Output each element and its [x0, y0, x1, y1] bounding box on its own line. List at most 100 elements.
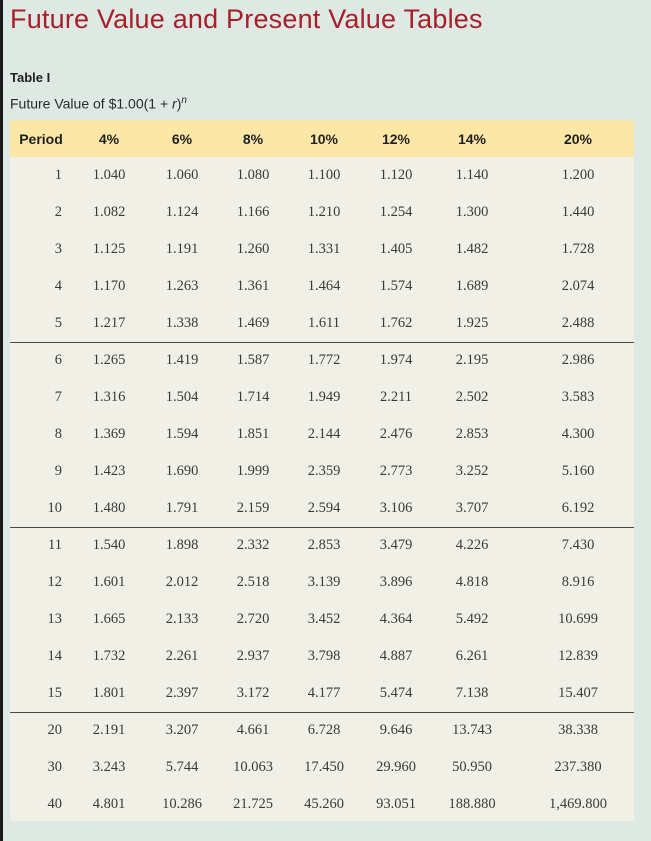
value-cell: 7.138 — [455, 684, 489, 701]
value-cell: 15.407 — [558, 684, 598, 701]
caption-prefix: Future Value of $1.00(1 + — [10, 95, 173, 112]
value-cell: 2.476 — [379, 426, 413, 442]
value-cell: 2.518 — [236, 574, 270, 590]
value-cell: 1.791 — [165, 499, 199, 516]
value-cell: 1.540 — [72, 526, 146, 564]
value-cell: 50.950 — [452, 759, 492, 775]
period-cell: 4 — [54, 278, 62, 294]
value-cell: 3.707 — [455, 499, 489, 516]
period-cell: 6 — [10, 341, 72, 379]
value-cell: 17.450 — [304, 759, 344, 775]
value-cell: 1.689 — [455, 278, 489, 294]
value-cell: 2.359 — [307, 463, 341, 479]
value-cell: 5.744 — [165, 759, 199, 775]
period-cell: 5 — [54, 314, 62, 331]
value-cell: 1.423 — [92, 463, 126, 479]
value-cell: 1.100 — [307, 167, 341, 183]
value-cell: 1.732 — [92, 648, 126, 664]
header-rate-20: 20% — [563, 130, 593, 147]
table-body: 1 1.040 1.060 1.080 1.100 1.120 1.140 1.200 2 1.0… — [10, 157, 634, 823]
value-cell: 8.916 — [561, 574, 595, 590]
value-cell: 2.594 — [307, 499, 341, 516]
table-row: 7 1.316 1.504 1.714 1.949 2.211 2.502 3.583 — [10, 379, 634, 416]
value-cell: 4.177 — [307, 684, 341, 701]
value-cell: 1.210 — [307, 204, 341, 220]
value-cell: 6.728 — [288, 711, 360, 749]
value-cell: 237.380 — [554, 759, 602, 775]
table-row: 13 1.665 2.133 2.720 3.452 4.364 5.492 10.699 — [10, 601, 634, 638]
value-cell: 1.361 — [236, 278, 270, 294]
period-cell: 2 — [54, 204, 62, 220]
value-cell: 3.479 — [360, 526, 432, 564]
value-cell: 1.124 — [165, 204, 199, 220]
value-cell: 5.474 — [379, 684, 413, 701]
table-row: 5 1.217 1.338 1.469 1.611 1.762 1.925 2.488 — [10, 305, 634, 342]
value-cell: 5.492 — [455, 611, 489, 627]
value-cell: 9.646 — [360, 711, 432, 749]
value-cell: 2.261 — [165, 648, 199, 664]
value-cell: 1.265 — [72, 341, 146, 379]
value-cell: 4.801 — [92, 796, 126, 812]
value-cell: 1.080 — [236, 167, 270, 183]
table-row: 20 2.191 3.207 4.661 6.728 9.646 13.743 38.338 — [10, 711, 634, 749]
value-cell: 1.200 — [561, 167, 595, 183]
period-cell: 12 — [47, 574, 63, 590]
value-cell: 1.040 — [92, 167, 126, 183]
period-cell: 3 — [54, 241, 62, 257]
table-row: 6 1.265 1.419 1.587 1.772 1.974 2.195 2.986 — [10, 341, 634, 379]
left-border — [0, 0, 3, 841]
header-rate-6: 6% — [171, 130, 193, 147]
value-cell: 2.853 — [455, 426, 489, 442]
value-cell: 1.480 — [92, 499, 126, 516]
value-cell: 1.419 — [146, 341, 218, 379]
value-cell: 3.252 — [455, 463, 489, 479]
table-row: 3 1.125 1.191 1.260 1.331 1.405 1.482 1.728 — [10, 231, 634, 268]
period-cell: 9 — [54, 463, 62, 479]
table-header-row: Period 4% 6% 8% 10% 12% 14% 20% — [10, 120, 634, 157]
value-cell: 4.226 — [432, 526, 512, 564]
value-cell: 10.063 — [233, 759, 273, 775]
value-cell: 1.170 — [92, 278, 126, 294]
value-cell: 4.364 — [379, 611, 413, 627]
table-row: 9 1.423 1.690 1.999 2.359 2.773 3.252 5.160 — [10, 453, 634, 490]
value-cell: 1.469 — [236, 314, 270, 331]
value-cell: 1.587 — [218, 341, 288, 379]
value-cell: 21.725 — [233, 796, 273, 812]
period-cell: 1 — [54, 167, 62, 183]
table-row: 40 4.801 10.286 21.725 45.260 93.051 188.880 1,… — [10, 786, 634, 823]
period-cell: 13 — [47, 611, 63, 627]
value-cell: 1.898 — [146, 526, 218, 564]
header-rate-8: 8% — [242, 130, 264, 147]
future-value-table-panel: Period 4% 6% 8% 10% 12% 14% 20% 1 1.040 1.… — [10, 120, 634, 821]
period-cell: 40 — [47, 796, 63, 812]
value-cell: 1.060 — [165, 167, 199, 183]
future-value-table: Period 4% 6% 8% 10% 12% 14% 20% 1 1.040 1.… — [10, 120, 634, 823]
value-cell: 2.397 — [165, 684, 199, 701]
value-cell: 188.880 — [448, 796, 496, 812]
value-cell: 2.211 — [379, 389, 413, 405]
value-cell: 1.331 — [307, 241, 341, 257]
value-cell: 13.743 — [432, 711, 512, 749]
value-cell: 2.133 — [165, 611, 199, 627]
value-cell: 1.254 — [379, 204, 413, 220]
caption-exponent: n — [181, 95, 187, 106]
value-cell: 1.440 — [561, 204, 595, 220]
table-row: 30 3.243 5.744 10.063 17.450 29.960 50.950 237.… — [10, 749, 634, 786]
value-cell: 2.937 — [236, 648, 270, 664]
value-cell: 10.286 — [162, 796, 202, 812]
value-cell: 1.611 — [307, 314, 341, 331]
value-cell: 1.851 — [236, 426, 270, 442]
period-cell: 20 — [10, 711, 72, 749]
value-cell: 1.405 — [379, 241, 413, 257]
table-row: 10 1.480 1.791 2.159 2.594 3.106 3.707 6.192 — [10, 490, 634, 527]
table-row: 15 1.801 2.397 3.172 4.177 5.474 7.138 15.407 — [10, 675, 634, 712]
value-cell: 12.839 — [558, 648, 598, 664]
value-cell: 5.160 — [561, 463, 595, 479]
value-cell: 1.464 — [307, 278, 341, 294]
value-cell: 4.818 — [455, 574, 489, 590]
value-cell: 1.762 — [379, 314, 413, 331]
value-cell: 1.504 — [165, 389, 199, 405]
value-cell: 2.853 — [288, 526, 360, 564]
value-cell: 2.012 — [165, 574, 199, 590]
value-cell: 1.925 — [455, 314, 489, 331]
